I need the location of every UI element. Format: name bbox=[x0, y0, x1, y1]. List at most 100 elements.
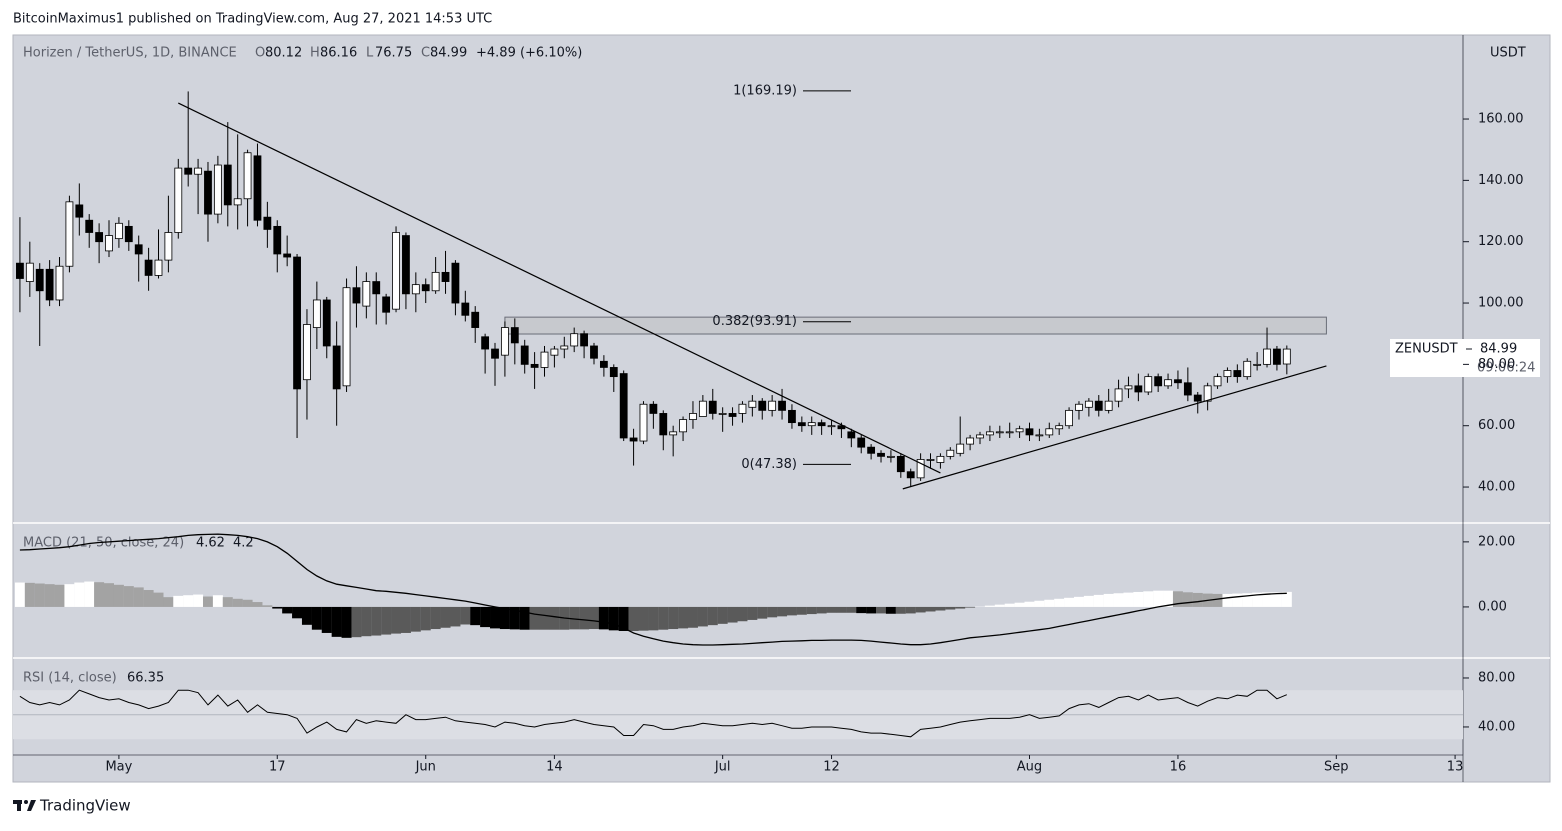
candle-body bbox=[957, 444, 964, 453]
histogram-bar bbox=[906, 607, 916, 614]
histogram-bar bbox=[252, 602, 262, 607]
x-tick-label: Aug bbox=[1017, 760, 1042, 775]
candle-body bbox=[422, 285, 429, 291]
candle-body bbox=[749, 401, 756, 407]
candle-body bbox=[680, 420, 687, 432]
histogram-bar bbox=[84, 582, 94, 607]
candle-body bbox=[986, 432, 993, 435]
candle-body bbox=[1026, 429, 1033, 435]
ticker: ZENUSDT bbox=[1395, 342, 1458, 357]
histogram-bar bbox=[153, 593, 163, 607]
candle-body bbox=[887, 456, 894, 457]
histogram-bar bbox=[15, 583, 25, 607]
histogram-bar bbox=[896, 607, 906, 614]
histogram-bar bbox=[856, 607, 866, 613]
x-tick-label: 12 bbox=[823, 760, 840, 775]
histogram-bar bbox=[55, 585, 65, 607]
rsi-value: 66.35 bbox=[127, 671, 164, 686]
histogram-bar bbox=[490, 607, 500, 628]
candle-body bbox=[254, 156, 261, 220]
histogram-bar bbox=[35, 584, 45, 607]
candle-body bbox=[373, 282, 380, 294]
y-tick-label: 60.00 bbox=[1478, 418, 1515, 433]
candle-body bbox=[650, 404, 657, 413]
histogram-bar bbox=[579, 607, 589, 629]
histogram-bar bbox=[391, 607, 401, 634]
histogram-bar bbox=[1193, 593, 1203, 607]
y-tick-label: 40.00 bbox=[1478, 719, 1515, 734]
candle-body bbox=[699, 401, 706, 416]
fib-label: 0.382(93.91) bbox=[712, 314, 797, 329]
histogram-bar bbox=[1123, 593, 1133, 607]
candle-body bbox=[1125, 386, 1132, 389]
histogram-bar bbox=[421, 607, 431, 630]
candle-body bbox=[1214, 377, 1221, 386]
histogram-bar bbox=[223, 597, 233, 607]
candle-body bbox=[125, 226, 132, 241]
candle-body bbox=[303, 325, 310, 380]
candle-body bbox=[56, 266, 63, 300]
y-tick-label: 20.00 bbox=[1478, 534, 1515, 549]
x-tick-label: Jul bbox=[714, 760, 731, 775]
candle-body bbox=[571, 334, 578, 346]
candle-body bbox=[907, 472, 914, 478]
ohlc-label: H bbox=[310, 46, 320, 61]
histogram-bar bbox=[431, 607, 441, 629]
histogram-bar bbox=[163, 597, 173, 607]
ohlc-label: C bbox=[421, 46, 430, 61]
histogram-bar bbox=[708, 607, 718, 625]
histogram-bar bbox=[540, 607, 550, 630]
candle-body bbox=[492, 349, 499, 358]
histogram-bar bbox=[441, 607, 451, 628]
candle-body bbox=[195, 168, 202, 174]
candle-body bbox=[16, 263, 23, 278]
candle-body bbox=[1085, 401, 1092, 407]
fib-label: 0(47.38) bbox=[741, 457, 797, 472]
y-tick-label: 120.00 bbox=[1478, 234, 1524, 249]
histogram-bar bbox=[846, 607, 856, 613]
histogram-bar bbox=[1094, 595, 1104, 607]
histogram-bar bbox=[767, 607, 777, 617]
candle-body bbox=[452, 263, 459, 303]
candle-body bbox=[620, 374, 627, 438]
histogram-bar bbox=[312, 607, 322, 630]
candle-body bbox=[76, 205, 83, 217]
candle-body bbox=[1075, 404, 1082, 410]
candle-body bbox=[1016, 429, 1023, 432]
histogram-bar bbox=[1034, 601, 1044, 607]
candle-body bbox=[1105, 401, 1112, 410]
candle-body bbox=[1254, 364, 1261, 365]
x-tick-label: Jun bbox=[415, 760, 436, 775]
candle-body bbox=[858, 438, 865, 447]
histogram-bar bbox=[698, 607, 708, 627]
candle-body bbox=[719, 413, 726, 414]
candle-body bbox=[1264, 349, 1271, 364]
publisher: BitcoinMaximus1 published on TradingView… bbox=[13, 12, 492, 27]
histogram-bar bbox=[629, 607, 639, 631]
x-tick-label: 17 bbox=[269, 760, 286, 775]
candle-body bbox=[462, 303, 469, 315]
candle-body bbox=[729, 413, 736, 416]
candle-body bbox=[26, 263, 33, 281]
candle-body bbox=[234, 199, 241, 205]
histogram-bar bbox=[64, 584, 74, 607]
candle-body bbox=[1194, 395, 1201, 401]
candle-body bbox=[709, 401, 716, 413]
candle-body bbox=[343, 288, 350, 386]
candle-body bbox=[96, 232, 103, 241]
candle-body bbox=[244, 153, 251, 199]
y-tick-label: 160.00 bbox=[1478, 112, 1524, 127]
histogram-bar bbox=[836, 607, 846, 613]
ohlc-value: 76.75 bbox=[375, 46, 412, 61]
histogram-bar bbox=[658, 607, 668, 630]
histogram-bar bbox=[351, 607, 361, 637]
histogram-bar bbox=[173, 596, 183, 607]
last-price: 84.99 bbox=[1480, 342, 1517, 357]
histogram-bar bbox=[94, 582, 104, 607]
x-tick-label: 16 bbox=[1170, 760, 1187, 775]
histogram-bar bbox=[1054, 599, 1064, 607]
histogram-bar bbox=[45, 584, 55, 607]
histogram-bar bbox=[262, 605, 272, 607]
histogram-bar bbox=[371, 607, 381, 636]
candle-body bbox=[779, 401, 786, 410]
